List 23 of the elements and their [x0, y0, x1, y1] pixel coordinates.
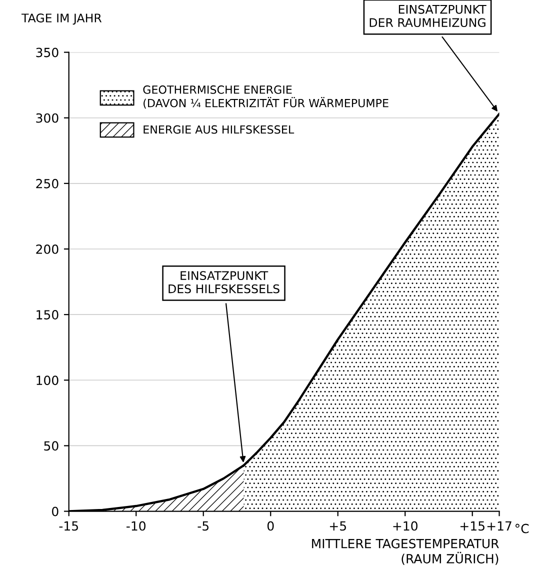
- y-axis-title: TAGE IM JAHR: [21, 14, 102, 25]
- x-tick-label: -5: [198, 521, 209, 531]
- x-tick-label: 0: [267, 521, 274, 531]
- x-axis-title: MITTLERE TAGESTEMPERATUR (RAUM ZÜRICH): [312, 538, 499, 565]
- y-tick-label: 350: [36, 48, 58, 58]
- annotation: EINSATZPUNKT DER RAUMHEIZUNG: [370, 4, 486, 28]
- y-tick-label: 150: [36, 310, 58, 320]
- annotation: EINSATZPUNKT DES HILFSKESSELS: [168, 271, 280, 294]
- x-tick-label: +17: [487, 521, 512, 530]
- legend-label: ENERGIE AUS HILFSKESSEL: [144, 125, 294, 134]
- y-tick-label: 250: [36, 178, 58, 188]
- y-tick-label: 50: [44, 441, 58, 451]
- legend-label: GEOTHERMISCHE ENERGIE (DAVON ¼ ELEKTRIZITÄT FÜR WÄRMEPUMPE: [143, 85, 388, 109]
- x-tick-label: -10: [126, 521, 146, 531]
- x-tick-label: +5: [330, 521, 346, 531]
- y-tick-label: 200: [36, 244, 58, 254]
- x-tick-label: +15: [460, 521, 484, 531]
- x-tick-label: -15: [59, 521, 78, 531]
- y-tick-label: 100: [36, 376, 58, 386]
- y-tick-label: 0: [52, 506, 58, 516]
- x-tick-label: +10: [393, 521, 418, 531]
- y-tick-label: 300: [36, 113, 58, 123]
- text: °C: [516, 524, 529, 534]
